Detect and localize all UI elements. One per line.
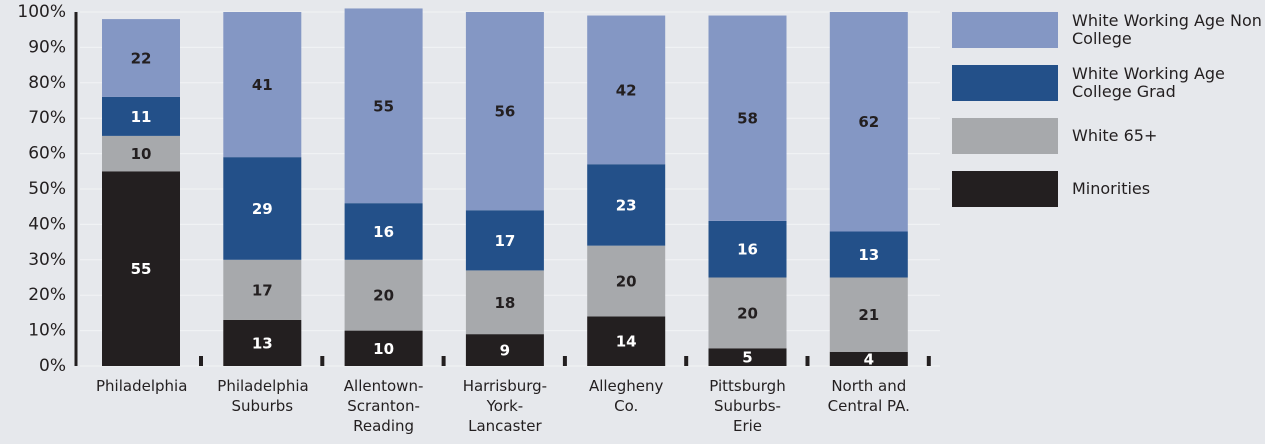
axis-tick [562,356,567,366]
bar-segment [829,277,908,352]
legend-swatch [952,118,1058,154]
bar-segment [102,19,180,97]
y-tick-label: 10% [28,321,66,341]
bar-segment [829,351,908,366]
axis-tick [926,356,931,366]
x-tick-label: Allegheny Co. [588,377,664,415]
bar-segment [829,12,908,232]
bar-segment [708,15,787,221]
legend-label: White 65+ [1072,126,1158,145]
data-label: 41 [252,76,273,94]
data-label: 58 [737,110,758,128]
legend-swatch [952,12,1058,48]
y-tick-label: 30% [28,250,66,270]
bar-segment [708,220,787,278]
bar-segment [587,316,666,366]
y-tick-label: 100% [17,2,66,22]
bar-segment [465,270,544,335]
bar-segment [587,245,666,317]
bar-segment [223,12,302,158]
bar-segment [102,96,180,136]
data-label: 29 [252,200,273,218]
bar-segment [344,330,423,366]
bar-segment [102,171,180,366]
data-label: 17 [494,232,515,250]
axis-tick [320,356,325,366]
bar-segment [708,277,787,349]
legend-label: White Working Age Non College [1072,11,1262,48]
data-label: 20 [616,273,637,291]
data-label: 9 [500,342,510,360]
x-tick-label: Philadelphia Suburbs [217,377,309,415]
bar-segment [465,210,544,271]
data-label: 17 [252,281,273,299]
data-label: 62 [858,113,879,131]
data-label: 10 [373,340,394,358]
legend-swatch [952,171,1058,207]
data-label: 13 [252,334,273,352]
data-label: 11 [131,108,152,126]
bar-segment [587,15,666,165]
bar-segment [587,164,666,246]
data-label: 56 [494,103,515,121]
bar-segment [223,259,302,320]
x-tick-label: Pittsburgh Suburbs-Erie [709,377,786,435]
data-label: 4 [864,350,874,368]
y-tick-label: 20% [28,285,66,305]
axis-tick [805,356,810,366]
data-label: 16 [737,241,758,259]
y-tick-label: 40% [28,214,66,234]
data-label: 20 [737,304,758,322]
bar-segment [344,8,423,204]
data-label: 23 [616,196,637,214]
bar-segment [223,157,302,260]
data-label: 13 [858,246,879,264]
bar-segment [708,348,787,366]
y-tick-label: 90% [28,37,66,57]
x-tick-label: Philadelphia [96,377,188,395]
y-tick-label: 80% [28,73,66,93]
legend-swatch [952,65,1058,101]
y-tick-label: 70% [28,108,66,128]
data-label: 22 [131,50,152,68]
axis-tick [684,356,689,366]
data-label: 16 [373,223,394,241]
bar-segment [344,259,423,331]
data-label: 10 [131,145,152,163]
data-label: 5 [742,349,752,367]
data-label: 14 [616,333,637,351]
x-tick-label: Allentown-Scranton-Reading [343,377,424,435]
x-tick-label: Harrisburg-York-Lancaster [462,377,548,435]
bar-segment [344,203,423,260]
axis-tick [199,356,203,366]
y-tick-label: 50% [28,179,66,199]
data-label: 42 [616,81,637,99]
legend-label: White Working Age College Grad [1072,64,1225,101]
data-label: 55 [131,260,152,278]
legend-label: Minorities [1072,179,1151,198]
y-tick-label: 60% [28,144,66,164]
data-label: 21 [858,306,879,324]
axis-tick [441,356,446,366]
data-label: 18 [494,294,515,312]
data-label: 55 [373,97,394,115]
y-tick-label: 0% [39,356,66,376]
data-label: 20 [373,287,394,305]
x-tick-label: North and Central PA. [827,377,910,415]
bar-segment [829,231,908,278]
bar-segment [102,135,180,172]
bar-segment [465,334,544,366]
bar-segment [223,319,302,366]
bar-segment [465,12,544,211]
